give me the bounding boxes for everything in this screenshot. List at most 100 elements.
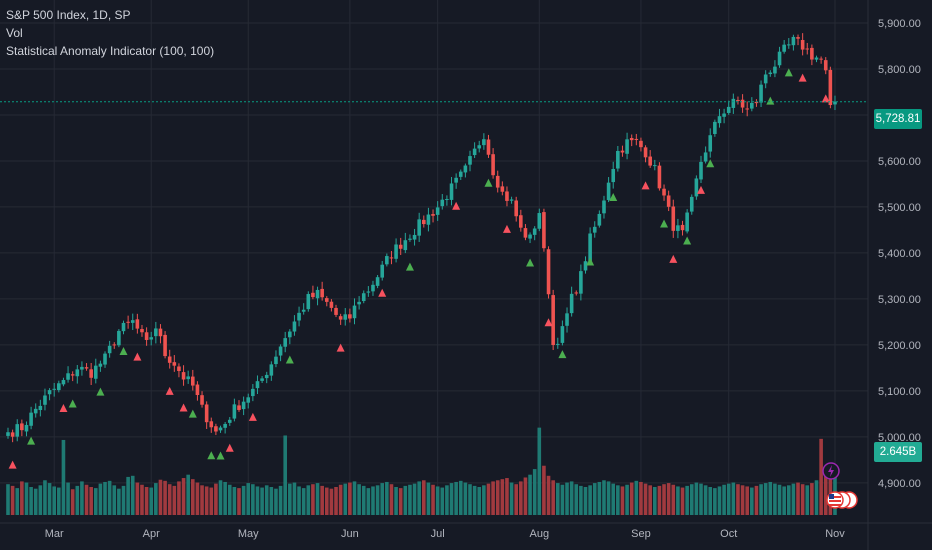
candle [708, 128, 713, 158]
chart-legend: S&P 500 Index, 1D, SP Vol Statistical An… [6, 6, 214, 60]
candle [528, 232, 532, 244]
y-tick-label: 5,300.00 [878, 294, 921, 306]
candle [546, 246, 551, 299]
volume-bar [486, 483, 491, 515]
volume-bar [662, 484, 666, 515]
candle [195, 381, 200, 401]
candle [38, 399, 43, 417]
volume-bar [292, 482, 297, 515]
volume-bar [537, 427, 542, 515]
volume-bar [260, 487, 264, 515]
volume-bar [634, 480, 639, 515]
bullish-anomaly-signal [766, 96, 775, 105]
x-tick-label: Mar [45, 528, 64, 540]
candle [495, 170, 500, 193]
candle [486, 134, 491, 158]
candle [371, 280, 375, 296]
volume-bar [722, 484, 726, 515]
candle [408, 234, 412, 242]
bullish-anomaly-signal [27, 436, 36, 445]
volume-bar [191, 479, 195, 515]
candle [694, 175, 699, 200]
candle [315, 286, 320, 306]
volume-bar [66, 482, 70, 515]
volume-bar [625, 484, 629, 515]
bullish-anomaly-signal [706, 159, 715, 168]
volume-bar [791, 483, 796, 515]
volume-bar [172, 485, 177, 515]
volume-bar [542, 465, 546, 515]
candle [800, 33, 805, 56]
candle [218, 425, 223, 433]
x-tick-label: Apr [143, 528, 160, 540]
candle [805, 42, 810, 55]
candle [653, 159, 657, 171]
volume-bar [43, 480, 47, 515]
candle [380, 260, 385, 281]
legend-volume[interactable]: Vol [6, 26, 23, 40]
volume-bar [694, 482, 699, 515]
volume-bar [648, 485, 652, 515]
candle [33, 403, 38, 418]
candle [796, 34, 800, 46]
volume-bar [408, 484, 412, 515]
volume-bar [403, 485, 408, 515]
volume-bar [84, 484, 89, 515]
bullish-anomaly-signal [683, 236, 692, 245]
volume-bar [103, 481, 107, 515]
volume-bar [592, 483, 597, 515]
volume-bar [121, 485, 126, 515]
candle [620, 145, 625, 157]
bullish-anomaly-signal [526, 258, 535, 267]
volume-bar [232, 487, 237, 515]
bearish-anomaly-signal [641, 181, 650, 190]
volume-bar [616, 485, 620, 515]
candle [639, 137, 643, 152]
candle [773, 60, 777, 78]
bullish-anomaly-signal [285, 355, 294, 364]
candle [251, 384, 255, 402]
candle [398, 237, 403, 255]
candle [84, 363, 89, 371]
candle [482, 133, 486, 150]
volume-bar [130, 475, 135, 515]
legend-symbol[interactable]: S&P 500 Index, 1D, SP [6, 8, 131, 22]
volume-bar [611, 483, 616, 515]
volume-bar [93, 488, 98, 515]
candle [592, 221, 597, 238]
volume-bar [357, 484, 361, 515]
candle [112, 342, 117, 349]
volume-bar [301, 488, 306, 515]
volume-bar [639, 481, 643, 515]
candle [158, 324, 163, 344]
candle [149, 331, 154, 346]
volume-bar [759, 484, 763, 515]
bullish-anomaly-signal [96, 387, 105, 396]
volume-bar [814, 480, 819, 515]
volume-bar [361, 485, 366, 515]
candle [555, 337, 560, 349]
bearish-anomaly-signal [798, 73, 807, 82]
bearish-anomaly-signal [502, 224, 511, 233]
candle [477, 140, 482, 153]
volume-bar [158, 479, 163, 515]
candle [782, 40, 786, 54]
volume-bar [713, 488, 717, 515]
events-flag-icon[interactable] [826, 491, 858, 509]
volume-bar [10, 485, 15, 515]
candle [352, 298, 357, 325]
candle [468, 150, 472, 172]
volume-bar [338, 484, 343, 515]
legend-indicator[interactable]: Statistical Anomaly Indicator (100, 100) [6, 44, 215, 58]
volume-bar [75, 485, 80, 515]
candle [551, 289, 555, 351]
alert-icon[interactable] [822, 462, 840, 480]
volume-bar [38, 485, 43, 515]
y-tick-label: 5,400.00 [878, 248, 921, 260]
candle [583, 256, 588, 274]
candle [519, 209, 523, 232]
volume-bar [449, 483, 454, 515]
volume-bar [579, 485, 583, 515]
